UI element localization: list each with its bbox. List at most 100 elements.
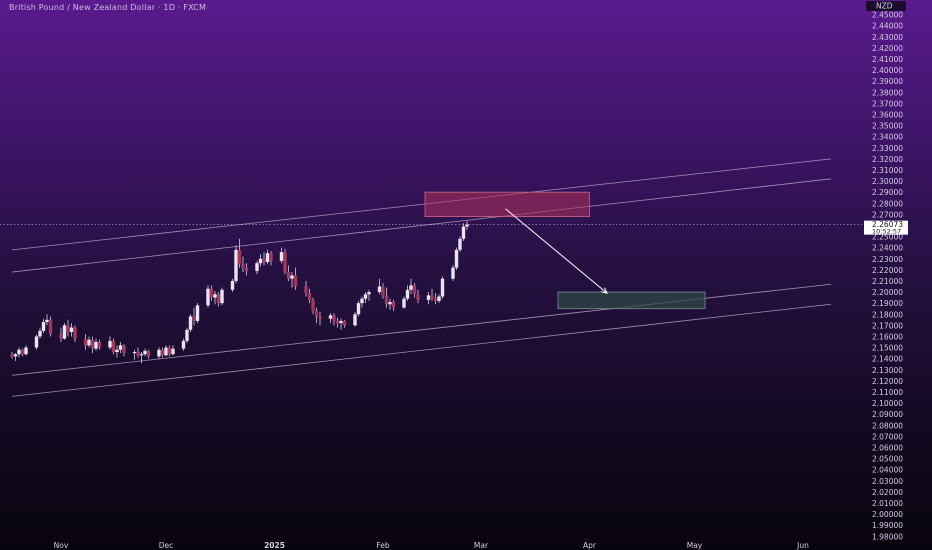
candle-body <box>115 349 119 352</box>
candle <box>437 294 441 304</box>
candle-body <box>10 354 14 357</box>
price-tick-label: 2.18000 <box>872 310 903 319</box>
candle-body <box>45 319 49 323</box>
candle <box>185 327 189 344</box>
candle-body <box>265 253 270 263</box>
channel-lines <box>11 158 832 397</box>
candle <box>115 345 119 358</box>
candle-body <box>160 349 165 356</box>
candle <box>241 256 245 273</box>
price-tick-label: 2.13000 <box>872 366 903 375</box>
candle-body <box>209 288 214 298</box>
price-tick-label: 2.29000 <box>872 188 903 197</box>
candle-body <box>416 294 420 300</box>
candle <box>41 318 46 334</box>
time-tick-label: Apr <box>583 541 597 550</box>
projection-arrow <box>505 208 608 294</box>
time-tick-label: Jun <box>796 541 809 550</box>
candle <box>136 347 140 358</box>
candle-body <box>339 320 343 324</box>
zones <box>424 191 706 310</box>
candle <box>230 278 235 293</box>
price-tick-label: 1.99000 <box>872 521 903 530</box>
candle-body <box>24 347 28 355</box>
price-tick-label: 2.03000 <box>872 477 903 486</box>
candle-body <box>454 249 459 268</box>
price-tick-label: 2.24000 <box>872 244 903 253</box>
price-tick-label: 2.14000 <box>872 355 903 364</box>
price-tick-label: 2.16000 <box>872 332 903 341</box>
candle-body <box>258 258 263 264</box>
candle <box>62 323 67 340</box>
candle <box>377 278 382 295</box>
candle-body <box>332 315 336 321</box>
candle <box>10 351 14 359</box>
candle <box>318 312 322 326</box>
channel-line-2 <box>11 178 832 273</box>
resistance-zone <box>424 191 590 217</box>
candle-body <box>384 295 389 305</box>
candle-body <box>307 293 312 300</box>
candle <box>17 347 21 358</box>
candle-body <box>94 342 98 349</box>
candle <box>293 267 298 290</box>
candle-body <box>216 294 221 304</box>
candle-body <box>181 340 186 349</box>
candle-body <box>458 238 462 250</box>
price-tick-label: 2.15000 <box>872 344 903 353</box>
candle <box>307 288 312 304</box>
candle <box>24 345 28 356</box>
candle <box>314 307 319 324</box>
candle-body <box>293 275 298 287</box>
price-tick-label: 2.21000 <box>872 277 903 286</box>
candle-body <box>188 316 193 330</box>
price-tick-label: 2.42000 <box>872 44 903 53</box>
candle <box>363 292 368 304</box>
candle <box>97 339 102 350</box>
time-tick-label: May <box>687 541 703 550</box>
candle <box>220 287 224 306</box>
candle <box>283 248 287 275</box>
channel-line-3 <box>11 283 832 376</box>
candle-body <box>426 295 431 300</box>
candle <box>234 245 238 284</box>
time-tick-label: Dec <box>159 541 174 550</box>
candle-body <box>132 351 137 354</box>
candle <box>206 285 210 308</box>
candle-body <box>451 267 455 279</box>
candle-body <box>167 347 172 355</box>
candle-body <box>185 329 189 341</box>
price-tick-label: 2.32000 <box>872 155 903 164</box>
candle-body <box>146 350 151 357</box>
time-tick-label: Mar <box>474 541 489 550</box>
candle-body <box>41 322 46 331</box>
candle <box>409 278 413 295</box>
candle-body <box>230 280 235 290</box>
candle-body <box>13 354 18 357</box>
candle-body <box>318 316 322 319</box>
price-tick-label: 2.05000 <box>872 455 903 464</box>
candle <box>258 254 263 267</box>
price-tick-label: 2.10000 <box>872 399 903 408</box>
candle <box>38 327 42 339</box>
time-axis[interactable]: Nov Dec 2025 Feb Mar Apr May Jun <box>54 541 809 550</box>
candle-body <box>192 316 196 321</box>
candle-body <box>195 305 200 321</box>
candle <box>192 307 196 326</box>
candle-body <box>405 289 410 299</box>
candle <box>328 313 333 324</box>
price-tick-label: 2.00000 <box>872 510 903 519</box>
price-tick-label: 2.28000 <box>872 199 903 208</box>
candle-body <box>433 297 438 301</box>
price-tick-label: 2.11000 <box>872 388 903 397</box>
candle <box>83 334 88 350</box>
price-tick-label: 2.12000 <box>872 377 903 386</box>
last-price-badge <box>864 220 908 235</box>
price-axis[interactable]: 2.45000 2.44000 2.43000 2.42000 2.41000 2.400… <box>862 0 932 550</box>
candle-body <box>157 349 161 357</box>
price-tick-label: 2.17000 <box>872 321 903 330</box>
candle <box>384 287 389 308</box>
price-tick-label: 2.31000 <box>872 166 903 175</box>
candle-body <box>314 310 319 317</box>
